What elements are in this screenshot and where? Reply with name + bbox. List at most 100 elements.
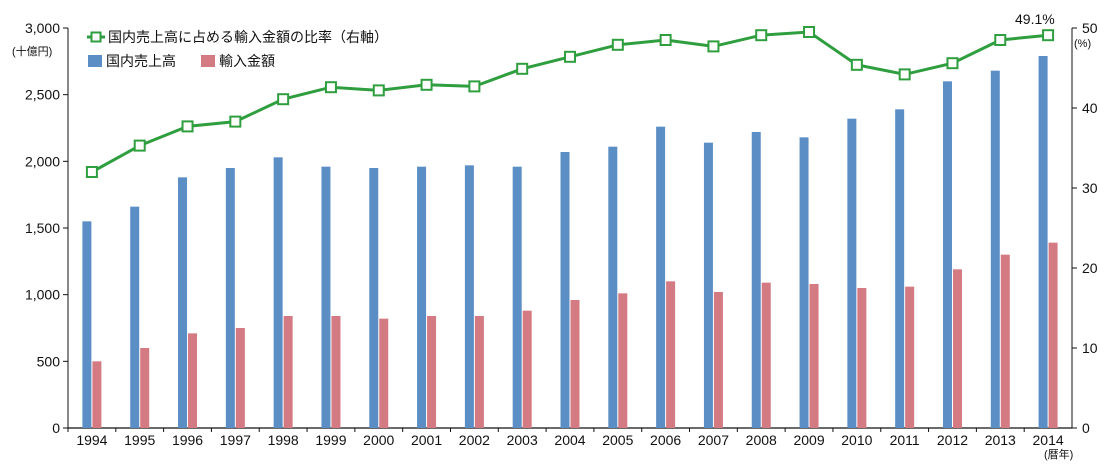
y-right-tick-label: 0 [1082, 420, 1090, 436]
bars [82, 56, 1058, 429]
ratio-point [229, 115, 242, 128]
ratio-point [181, 120, 194, 133]
bar-domestic-sales [703, 142, 713, 428]
x-tick-label: 2010 [841, 432, 872, 448]
bar-import-amount [1000, 254, 1010, 428]
bar-import-amount [809, 284, 819, 428]
y-right-unit: (%) [1074, 38, 1091, 50]
y-left-unit: (十億円) [12, 44, 52, 58]
bar-import-amount [713, 292, 723, 428]
bar-import-amount [618, 293, 628, 428]
bar-domestic-sales [656, 126, 666, 429]
bar-import-amount [952, 269, 962, 428]
bar-domestic-sales [464, 165, 474, 429]
y-right-tick-label: 40 [1082, 100, 1098, 116]
y-left-tick-label: 500 [37, 353, 61, 369]
bar-import-amount [905, 286, 915, 428]
y-right-tick-label: 20 [1082, 260, 1098, 276]
y-left-tick-label: 1,500 [25, 220, 60, 236]
x-tick-label: 2002 [459, 432, 490, 448]
y-left-tick-label: 2,000 [25, 153, 60, 169]
x-unit: (暦年) [1044, 447, 1073, 461]
bar-domestic-sales [82, 221, 92, 428]
bar-domestic-sales [942, 81, 952, 428]
legend-bar2-label: 輸入金額 [219, 53, 275, 69]
legend-bar1-label: 国内売上高 [106, 53, 176, 69]
bar-domestic-sales [560, 152, 570, 428]
bar-import-amount [331, 316, 341, 428]
bar-import-amount [379, 318, 389, 428]
x-tick-label: 1994 [76, 432, 107, 448]
ratio-point [707, 40, 720, 53]
bar-domestic-sales [847, 118, 857, 429]
x-tick-label: 2003 [507, 432, 538, 448]
ratio-point [516, 62, 529, 75]
bar-domestic-sales [1038, 56, 1048, 428]
x-tick-label: 2014 [1033, 432, 1064, 448]
x-tick-label: 2005 [602, 432, 633, 448]
bar-import-amount [188, 333, 198, 428]
x-tick-labels: 1994 1995 1996 1997 1998 1999 2000 2001 2002 2003… [67, 428, 1064, 448]
bar-domestic-sales [990, 70, 1000, 429]
ratio-point [133, 139, 146, 152]
ratio-line [85, 26, 1055, 178]
bar-domestic-sales [273, 157, 283, 429]
x-tick-label: 1999 [315, 432, 346, 448]
x-tick-label: 2004 [554, 432, 585, 448]
bar-import-amount [761, 282, 771, 428]
x-tick-label: 2012 [937, 432, 968, 448]
x-tick-label: 1995 [124, 432, 155, 448]
ratio-point [755, 29, 768, 42]
ratio-point [1042, 29, 1055, 42]
bar-import-amount [283, 316, 293, 428]
legend: 国内売上高に占める輸入金額の比率（右軸） 国内売上高 輸入金額 [87, 29, 388, 69]
bar-import-amount [570, 300, 580, 428]
y-left-tick-label: 3,000 [25, 20, 60, 36]
bar-domestic-sales [608, 146, 618, 428]
ratio-point [611, 38, 624, 51]
x-tick-label: 2006 [650, 432, 681, 448]
bar-domestic-sales [512, 166, 522, 428]
y-right-tick-label: 10 [1082, 340, 1098, 356]
last-value-annotation: 49.1% [1015, 11, 1055, 27]
bar-domestic-sales [130, 206, 140, 428]
x-tick-label: 2007 [698, 432, 729, 448]
ratio-point [324, 81, 337, 94]
x-tick-label: 1998 [268, 432, 299, 448]
ratio-point [803, 26, 816, 38]
x-tick-label: 2000 [363, 432, 394, 448]
bar-import-amount [1048, 242, 1058, 428]
x-tick-label: 2009 [793, 432, 824, 448]
bar-domestic-sales [369, 168, 379, 428]
axes: 0 500 1,000 1,500 2,000 2,500 3,000 0 10 20 30 40 50 [25, 20, 1098, 436]
ratio-point [946, 57, 959, 70]
legend-bar2-swatch [201, 55, 215, 67]
x-tick-label: 2013 [985, 432, 1016, 448]
legend-line-label: 国内売上高に占める輸入金額の比率（右軸） [108, 29, 388, 45]
bar-import-amount [474, 316, 484, 428]
ratio-point [564, 50, 576, 63]
bar-domestic-sales [895, 109, 905, 428]
ratio-point [420, 78, 433, 91]
bar-import-amount [522, 310, 532, 428]
x-tick-label: 1996 [172, 432, 203, 448]
legend-bar1-swatch [88, 55, 102, 67]
bar-import-amount [92, 361, 102, 428]
bar-domestic-sales [799, 137, 809, 429]
bar-domestic-sales [417, 166, 427, 428]
bar-import-amount [235, 328, 245, 428]
ratio-point [277, 93, 290, 106]
ratio-point [898, 68, 911, 81]
y-left-tick-label: 1,000 [25, 287, 60, 303]
y-left-tick-label: 0 [52, 420, 60, 436]
ratio-point [85, 166, 98, 178]
x-tick-label: 1997 [220, 432, 251, 448]
ratio-point [468, 80, 481, 93]
y-left-tick-label: 2,500 [25, 87, 60, 103]
ratio-point [994, 34, 1007, 46]
bar-import-amount [666, 281, 676, 428]
y-right-tick-label: 30 [1082, 180, 1098, 196]
ratio-point [372, 84, 385, 97]
